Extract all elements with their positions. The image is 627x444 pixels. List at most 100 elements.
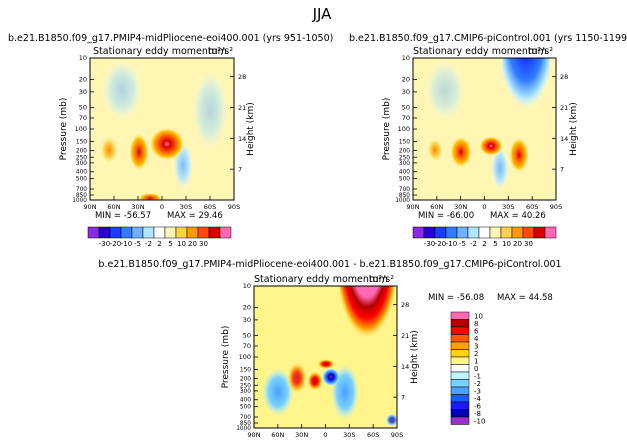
panel-1-red-left bbox=[129, 133, 149, 171]
panel-1-max-label: MAX = 29.46 bbox=[167, 211, 223, 221]
colorbar-swatch bbox=[450, 364, 470, 373]
panel-1-title: Stationary eddy momentum bbox=[93, 46, 227, 57]
panel-3-strat-jet bbox=[340, 286, 394, 360]
y-tick-label: 20 bbox=[79, 75, 87, 83]
colorbar-swatch bbox=[434, 226, 447, 239]
panel-2-ylabel: Pressure (mb) bbox=[382, 98, 392, 161]
panel-2-min-label: MIN = -66.00 bbox=[418, 211, 474, 221]
panel-1-colorbar: -30 -20 -10 -5 -2 2 5 10 20 30 bbox=[87, 226, 232, 248]
colorbar-swatch bbox=[208, 226, 221, 239]
panel-3-lt-blue-1 bbox=[262, 368, 294, 416]
x-tick-label: 30S bbox=[502, 203, 514, 211]
height-tick-label: 28 bbox=[401, 301, 409, 309]
colorbar-swatch bbox=[450, 409, 470, 418]
y-tick-label: 1000 bbox=[72, 198, 87, 204]
colorbar-label: 3 bbox=[474, 342, 478, 350]
panel-3-ylabel: Pressure (mb) bbox=[221, 326, 231, 389]
height-tick-label: 14 bbox=[401, 363, 409, 371]
x-tick-label: 0 bbox=[482, 203, 486, 211]
colorbar-swatch bbox=[450, 326, 470, 335]
colorbar-swatch bbox=[153, 226, 166, 239]
y-tick-label: 20 bbox=[243, 303, 251, 311]
x-tick-label: 0 bbox=[160, 203, 164, 211]
panel-2-title: Stationary eddy momentum bbox=[413, 46, 547, 57]
y-tick-label: 20 bbox=[402, 75, 410, 83]
x-tick-label: 60S bbox=[526, 203, 538, 211]
colorbar-swatch bbox=[197, 226, 210, 239]
panel-3-red-top bbox=[317, 359, 335, 369]
y-tick-label: 200 bbox=[76, 148, 87, 154]
colorbar-label: 5 bbox=[168, 240, 172, 248]
y-tick-label: 500 bbox=[399, 177, 410, 183]
y-tick-label: 850 bbox=[399, 193, 410, 199]
colorbar-swatch bbox=[522, 226, 535, 239]
panel-3-header: b.e21.B1850.f09_g17.PMIP4-midPliocene-eo… bbox=[98, 259, 561, 270]
colorbar-swatch bbox=[450, 401, 470, 410]
colorbar-label: -5 bbox=[134, 240, 141, 248]
colorbar-label: 30 bbox=[199, 240, 208, 248]
x-tick-label: 30N bbox=[454, 203, 467, 211]
colorbar-swatch bbox=[98, 226, 111, 239]
height-tick-label: 14 bbox=[238, 135, 246, 143]
y-tick-label: 10 bbox=[243, 282, 251, 290]
colorbar-label: -2 bbox=[474, 380, 481, 388]
colorbar-label: -10 bbox=[446, 240, 457, 248]
y-tick-label: 250 bbox=[399, 155, 410, 161]
x-tick-label: 60N bbox=[107, 203, 120, 211]
x-tick-label: 30N bbox=[131, 203, 144, 211]
colorbar-swatch bbox=[511, 226, 524, 239]
panel-2-header: b.e21.B1850.f09_g17.CMIP6-piControl.001 … bbox=[349, 33, 627, 44]
panel-3-blue-core bbox=[322, 368, 340, 386]
y-tick-label: 100 bbox=[239, 353, 251, 361]
y-tick-label: 200 bbox=[240, 376, 251, 382]
y-tick-label: 400 bbox=[240, 398, 251, 404]
colorbar-swatch bbox=[219, 226, 232, 239]
colorbar-swatch bbox=[450, 379, 470, 388]
panel-2-field bbox=[413, 58, 556, 200]
panel-2-blue-lobe-1 bbox=[425, 60, 465, 120]
height-tick-label: 7 bbox=[560, 166, 564, 174]
y-tick-label: 150 bbox=[240, 368, 251, 374]
panel-2-orange-left bbox=[427, 138, 443, 162]
x-tick-label: 60N bbox=[430, 203, 443, 211]
x-tick-label: 90N bbox=[406, 203, 419, 211]
panel-1-surface-red bbox=[138, 193, 162, 200]
y-tick-label: 70 bbox=[79, 114, 87, 122]
colorbar-swatch bbox=[450, 334, 470, 343]
figure-title: JJA bbox=[312, 5, 333, 23]
height-tick-label: 14 bbox=[560, 135, 568, 143]
height-tick-label: 21 bbox=[238, 104, 246, 112]
colorbar-swatch bbox=[478, 226, 491, 239]
y-tick-label: 250 bbox=[76, 155, 87, 161]
panel-1-field bbox=[90, 58, 234, 200]
y-tick-label: 400 bbox=[399, 170, 410, 176]
panel-1-min-label: MIN = -56.57 bbox=[95, 211, 151, 221]
x-tick-label: 90N bbox=[83, 203, 96, 211]
y-tick-label: 30 bbox=[79, 88, 87, 96]
panel-3-red-nh bbox=[287, 362, 307, 394]
colorbar-label: 6 bbox=[474, 327, 479, 335]
colorbar-swatch bbox=[186, 226, 199, 239]
y-tick-label: 500 bbox=[76, 177, 87, 183]
y-tick-label: 300 bbox=[240, 389, 251, 395]
colorbar-label: 2 bbox=[157, 240, 161, 248]
colorbar-label: 1 bbox=[474, 357, 478, 365]
y-tick-label: 70 bbox=[243, 342, 251, 350]
height-tick-label: 28 bbox=[238, 73, 246, 81]
panel-1: b.e21.B1850.f09_g17.PMIP4-midPliocene-eo… bbox=[8, 33, 333, 248]
x-tick-label: 90S bbox=[391, 431, 403, 439]
y-tick-label: 100 bbox=[75, 125, 87, 133]
x-tick-label: 90S bbox=[550, 203, 562, 211]
panel-3-title: Stationary eddy momentum bbox=[254, 274, 388, 285]
colorbar-label: -8 bbox=[474, 410, 481, 418]
colorbar-swatch bbox=[423, 226, 436, 239]
panel-2-max-label: MAX = 40.26 bbox=[490, 211, 546, 221]
colorbar-swatch bbox=[164, 226, 177, 239]
panel-3-field bbox=[254, 286, 397, 428]
panel-2-red-right bbox=[509, 137, 529, 173]
y-tick-label: 500 bbox=[240, 405, 251, 411]
y-tick-label: 100 bbox=[398, 125, 410, 133]
y-tick-label: 30 bbox=[402, 88, 410, 96]
panel-3-ylabel-right: Height (km) bbox=[410, 330, 420, 384]
